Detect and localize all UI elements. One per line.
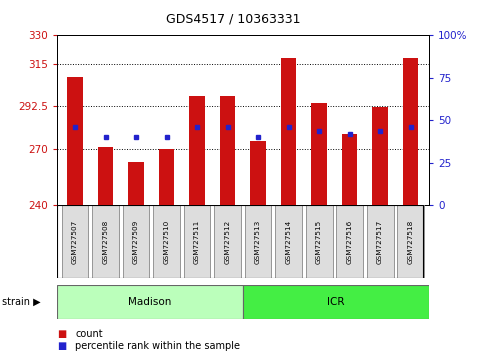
Bar (367, 205, 393, 278)
Bar (245, 205, 272, 278)
Text: ■: ■ (57, 341, 66, 351)
Text: GSM727510: GSM727510 (164, 219, 170, 264)
Text: percentile rank within the sample: percentile rank within the sample (75, 341, 241, 351)
Text: GSM727507: GSM727507 (72, 219, 78, 264)
Bar (214, 205, 241, 278)
Text: strain ▶: strain ▶ (2, 297, 41, 307)
Bar (336, 205, 363, 278)
Bar (397, 205, 424, 278)
Text: GSM727518: GSM727518 (408, 219, 414, 264)
Text: GSM727508: GSM727508 (103, 219, 108, 264)
Bar (153, 205, 180, 278)
Bar (92, 205, 119, 278)
Bar (189, 96, 205, 205)
Bar (250, 141, 266, 205)
Bar (98, 147, 113, 205)
Bar (68, 77, 83, 205)
Bar (306, 205, 332, 278)
Text: GSM727515: GSM727515 (316, 219, 322, 264)
Bar (62, 205, 88, 278)
Bar (128, 162, 143, 205)
Text: GSM727516: GSM727516 (347, 219, 352, 264)
Bar (123, 205, 149, 278)
Text: GSM727512: GSM727512 (224, 219, 231, 264)
Bar (183, 205, 211, 278)
Bar (373, 107, 387, 205)
Text: GSM727513: GSM727513 (255, 219, 261, 264)
Text: count: count (75, 329, 103, 339)
Text: GSM727517: GSM727517 (377, 219, 383, 264)
Bar (275, 205, 302, 278)
Text: GSM727511: GSM727511 (194, 219, 200, 264)
Bar (243, 285, 429, 319)
Bar (159, 149, 174, 205)
Text: GDS4517 / 10363331: GDS4517 / 10363331 (166, 12, 300, 25)
Text: ICR: ICR (327, 297, 345, 307)
Bar (220, 96, 235, 205)
Text: ■: ■ (57, 329, 66, 339)
Bar (57, 285, 243, 319)
Bar (281, 58, 296, 205)
Bar (342, 133, 357, 205)
Bar (403, 58, 418, 205)
Bar (312, 103, 327, 205)
Text: GSM727514: GSM727514 (285, 219, 291, 264)
Text: GSM727509: GSM727509 (133, 219, 139, 264)
Text: Madison: Madison (128, 297, 172, 307)
